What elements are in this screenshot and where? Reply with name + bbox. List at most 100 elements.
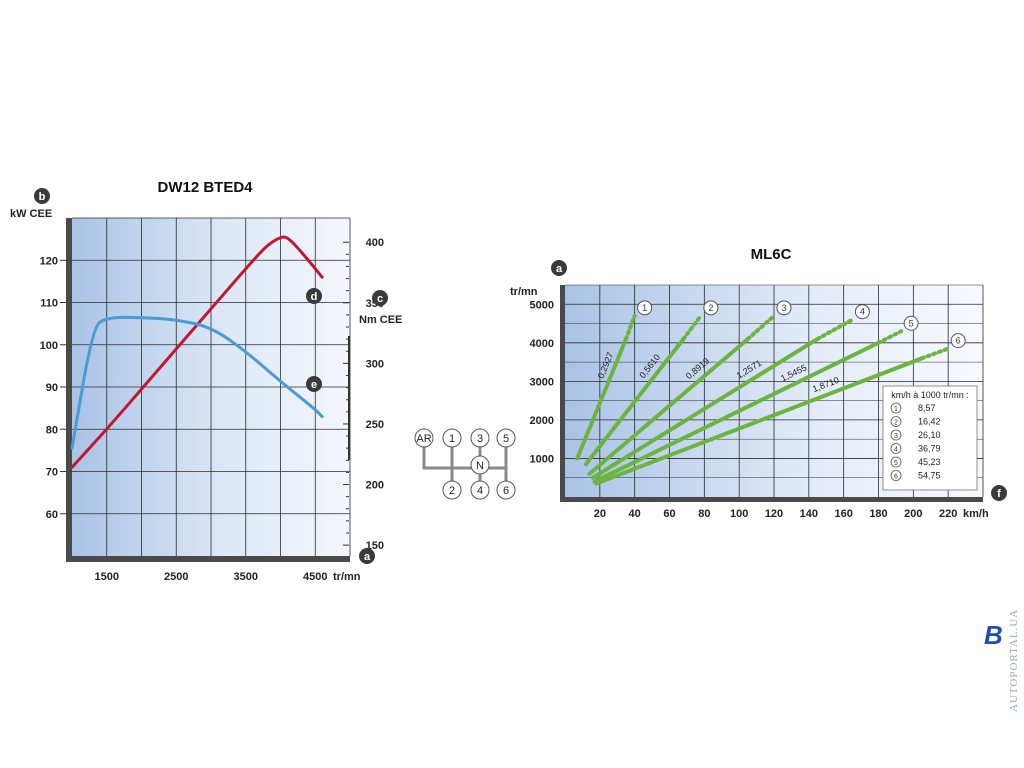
gearbox-speed-badge: f bbox=[991, 485, 1007, 501]
torque-tick-label: 200 bbox=[366, 480, 384, 492]
gear-line-5 bbox=[592, 340, 881, 484]
gear-line-6 bbox=[594, 356, 925, 486]
gear-marker-3 bbox=[776, 300, 792, 316]
gearbox-speed-tick: 60 bbox=[663, 508, 675, 520]
legend-gear-number: 6 bbox=[894, 474, 898, 481]
gear-line-3 bbox=[587, 336, 750, 476]
legend-gear-number: 2 bbox=[894, 420, 898, 427]
gear-marker-label: 1 bbox=[642, 303, 647, 313]
gear-line-ext-6 bbox=[920, 346, 951, 361]
gearbox-legend-title: km/h à 1000 tr/mn : bbox=[891, 390, 969, 400]
torque-curve bbox=[70, 315, 324, 450]
rpm-axis-label: tr/mn bbox=[333, 571, 361, 583]
kw-tick-label: 80 bbox=[46, 424, 58, 436]
gearbox-x-axis: 20 40 60 80 100 120 140 160 180 200 220 bbox=[594, 508, 958, 520]
shift-gear-1: 1 bbox=[442, 428, 462, 448]
gearbox-bottom-frame bbox=[560, 497, 983, 502]
gearbox-speed-tick: 40 bbox=[629, 508, 641, 520]
legend-gear-circle bbox=[890, 429, 902, 441]
svg-text:6: 6 bbox=[503, 485, 509, 497]
legend-gear-circle bbox=[890, 456, 902, 468]
gearbox-speed-tick: 100 bbox=[730, 508, 748, 520]
shift-gate-lines bbox=[422, 444, 508, 492]
torque-tick-label: 400 bbox=[366, 237, 384, 249]
gear-marker-label: 4 bbox=[860, 307, 865, 317]
power-curve-badge: d bbox=[306, 288, 322, 304]
watermark-text: AUTOPORTAL.UA bbox=[1008, 609, 1020, 712]
svg-text:f: f bbox=[997, 488, 1001, 500]
shift-gear-4: 4 bbox=[470, 480, 490, 500]
gearbox-speed-tick: 20 bbox=[594, 508, 606, 520]
legend-gear-circle bbox=[890, 416, 902, 427]
engine-chart-title: DW12 BTED4 bbox=[157, 179, 253, 196]
torque-tick-label: 300 bbox=[366, 358, 384, 370]
shift-gear-2: 2 bbox=[442, 480, 462, 500]
svg-text:b: b bbox=[39, 191, 46, 203]
gear-marker-1 bbox=[637, 300, 653, 316]
shift-neutral: N bbox=[470, 455, 490, 475]
torque-curve-badge: e bbox=[306, 376, 322, 392]
legend-gear-value: 54,75 bbox=[918, 471, 941, 481]
legend-gear-circle bbox=[890, 470, 902, 481]
gear-marker-label: 6 bbox=[956, 336, 961, 346]
gearbox-speed-tick: 220 bbox=[939, 508, 957, 520]
nm-axis-label: Nm CEE bbox=[359, 314, 402, 326]
rpm-tick-label: 4500 bbox=[303, 571, 327, 583]
gearbox-rpm-tick: 5000 bbox=[530, 299, 554, 311]
gear-line-2 bbox=[583, 336, 686, 467]
legend-gear-number: 1 bbox=[894, 406, 898, 413]
engine-left-frame bbox=[66, 218, 72, 562]
legend-gear-value: 16,42 bbox=[918, 417, 941, 427]
gear-line-ext-1 bbox=[623, 313, 637, 341]
gearbox-rpm-tick: 3000 bbox=[530, 376, 554, 388]
gear-marker-6 bbox=[950, 333, 966, 349]
gear-marker-4 bbox=[854, 304, 870, 320]
svg-text:a: a bbox=[556, 263, 563, 275]
engine-grid bbox=[72, 217, 351, 556]
gearbox-speed-tick: 160 bbox=[834, 508, 852, 520]
legend-gear-value: 36,79 bbox=[918, 444, 941, 454]
gear-marker-2 bbox=[703, 300, 719, 316]
gear-marker-label: 2 bbox=[708, 303, 713, 313]
shift-reverse: AR bbox=[414, 428, 434, 448]
gearbox-rpm-badge: a bbox=[551, 260, 567, 276]
gearbox-speed-tick: 200 bbox=[904, 508, 922, 520]
gearbox-speed-tick: 120 bbox=[765, 508, 783, 520]
gearbox-left-frame bbox=[560, 285, 565, 502]
kw-tick-label: 70 bbox=[46, 467, 58, 479]
legend-gear-value: 45,23 bbox=[918, 457, 941, 467]
shift-gear-5: 5 bbox=[496, 428, 516, 448]
gearbox-rpm-tick: 1000 bbox=[530, 453, 554, 465]
legend-gear-number: 3 bbox=[894, 433, 898, 440]
svg-text:e: e bbox=[311, 379, 317, 391]
gearbox-speed-tick: 80 bbox=[698, 508, 710, 520]
brand-letter: B bbox=[984, 620, 1003, 650]
legend-gear-circle bbox=[890, 402, 902, 414]
gear-line-1 bbox=[575, 336, 628, 461]
svg-text:AR: AR bbox=[416, 433, 431, 445]
legend-gear-number: 4 bbox=[894, 447, 898, 454]
engine-bottom-frame bbox=[66, 556, 350, 562]
rpm-tick-label: 1500 bbox=[95, 571, 119, 583]
kw-tick-label: 60 bbox=[46, 509, 58, 521]
kw-axis-label: kW CEE bbox=[10, 208, 52, 220]
gear-line-4 bbox=[590, 336, 820, 480]
svg-text:d: d bbox=[311, 291, 318, 303]
svg-text:c: c bbox=[377, 293, 383, 305]
svg-text:1: 1 bbox=[449, 433, 455, 445]
rpm-tick-label: 2500 bbox=[164, 571, 188, 583]
gearbox-chart-title: ML6C bbox=[751, 246, 792, 263]
legend-gear-value: 8,57 bbox=[918, 403, 936, 413]
gearbox-rpm-label: tr/mn bbox=[510, 286, 538, 298]
svg-text:N: N bbox=[476, 460, 484, 472]
kw-tick-label: 90 bbox=[46, 382, 58, 394]
rpm-tick-label: 3500 bbox=[234, 571, 258, 583]
shift-gear-3: 3 bbox=[470, 428, 490, 448]
gear-line-ext-5 bbox=[876, 329, 904, 345]
gearbox-speed-tick: 140 bbox=[800, 508, 818, 520]
kw-axis-badge: b bbox=[34, 188, 50, 204]
legend-gear-value: 26,10 bbox=[918, 430, 941, 440]
gearbox-rpm-tick: 4000 bbox=[530, 338, 554, 350]
